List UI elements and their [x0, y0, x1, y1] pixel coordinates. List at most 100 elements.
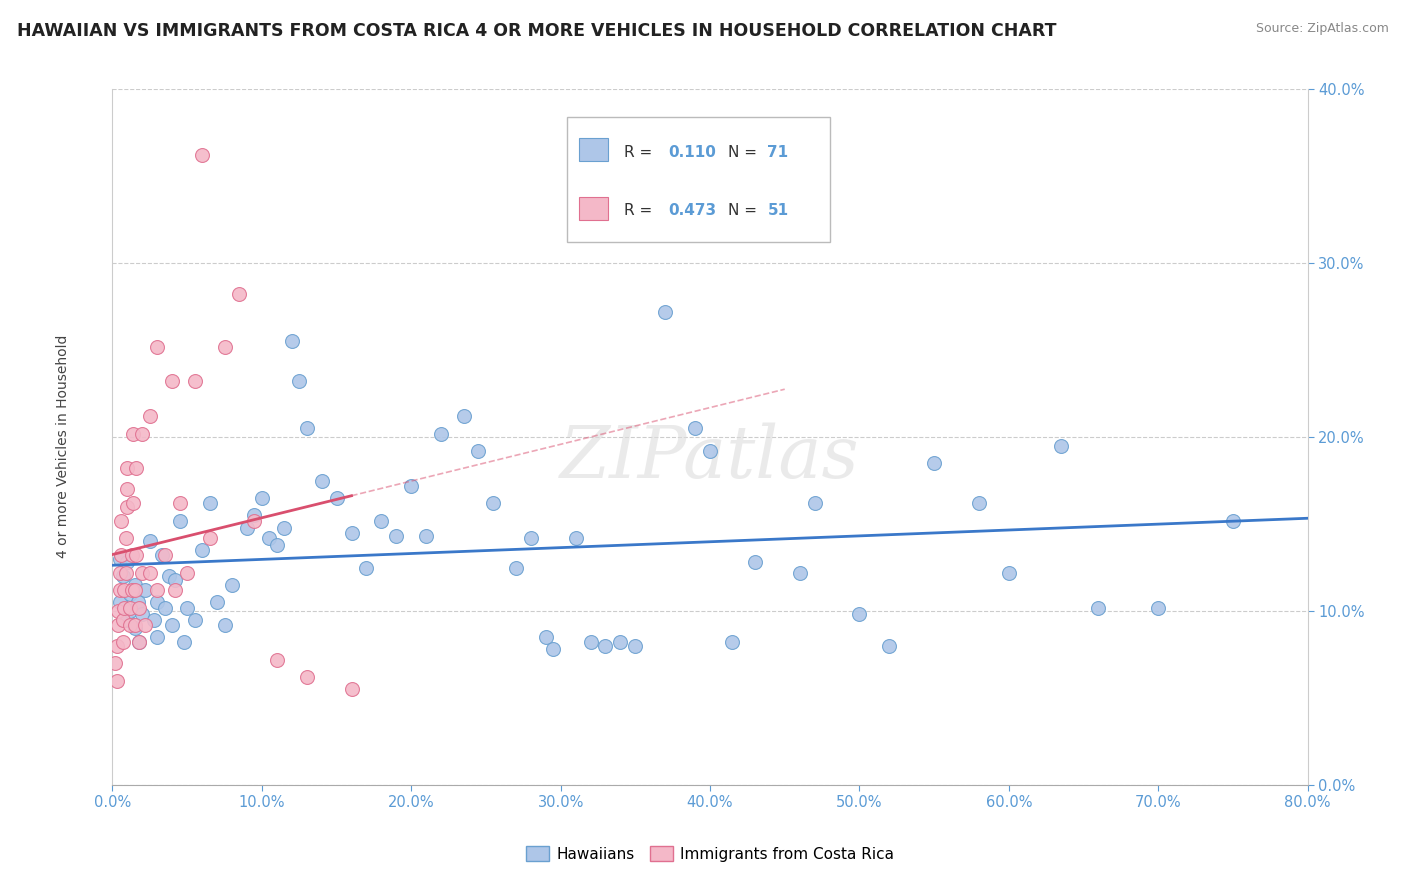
- Point: [139, 566, 162, 580]
- Point: [295, 670, 318, 684]
- Point: [198, 496, 221, 510]
- Point: [191, 148, 214, 162]
- Point: [848, 607, 870, 622]
- Point: [117, 482, 139, 496]
- Point: [107, 618, 129, 632]
- Point: [721, 635, 744, 649]
- Point: [1050, 439, 1073, 453]
- Point: [453, 409, 475, 424]
- Point: [114, 600, 135, 615]
- Text: 4 or more Vehicles in Household: 4 or more Vehicles in Household: [56, 334, 70, 558]
- Legend: Hawaiians, Immigrants from Costa Rica: Hawaiians, Immigrants from Costa Rica: [520, 839, 900, 868]
- Point: [295, 421, 318, 435]
- Point: [205, 595, 228, 609]
- Point: [214, 340, 236, 354]
- Point: [120, 600, 142, 615]
- Point: [370, 514, 392, 528]
- Point: [115, 531, 138, 545]
- FancyBboxPatch shape: [567, 117, 830, 243]
- Point: [288, 375, 311, 389]
- Point: [744, 555, 766, 569]
- Point: [108, 595, 131, 609]
- Text: 0.110: 0.110: [668, 145, 716, 160]
- Point: [162, 618, 183, 632]
- Point: [146, 340, 169, 354]
- Point: [564, 531, 586, 545]
- Text: 71: 71: [768, 145, 789, 160]
- Point: [236, 520, 259, 534]
- Point: [505, 560, 527, 574]
- Point: [111, 613, 134, 627]
- Point: [311, 474, 333, 488]
- Point: [117, 500, 139, 514]
- Point: [115, 566, 138, 580]
- Text: N =: N =: [728, 145, 762, 160]
- Point: [146, 595, 169, 609]
- Point: [108, 566, 131, 580]
- Point: [482, 496, 505, 510]
- Point: [146, 583, 169, 598]
- Point: [1147, 600, 1170, 615]
- Point: [967, 496, 990, 510]
- Point: [266, 653, 288, 667]
- Point: [183, 375, 205, 389]
- Text: ZIPatlas: ZIPatlas: [560, 423, 860, 493]
- Point: [356, 560, 378, 574]
- Point: [595, 639, 617, 653]
- Point: [609, 635, 631, 649]
- Point: [385, 529, 408, 543]
- Text: R =: R =: [624, 203, 657, 219]
- Point: [803, 496, 825, 510]
- Point: [128, 600, 150, 615]
- Point: [401, 479, 423, 493]
- Point: [124, 618, 146, 632]
- Point: [162, 375, 183, 389]
- Point: [520, 531, 543, 545]
- FancyBboxPatch shape: [579, 138, 609, 161]
- Point: [139, 409, 162, 424]
- Point: [125, 549, 148, 563]
- Point: [579, 635, 602, 649]
- Point: [127, 595, 149, 609]
- Point: [624, 639, 647, 653]
- Point: [541, 642, 564, 657]
- Point: [124, 578, 146, 592]
- Point: [183, 613, 205, 627]
- Point: [114, 583, 135, 598]
- Point: [879, 639, 901, 653]
- Text: 51: 51: [768, 203, 789, 219]
- Text: N =: N =: [728, 203, 762, 219]
- Point: [998, 566, 1021, 580]
- Point: [111, 635, 134, 649]
- Point: [467, 444, 489, 458]
- FancyBboxPatch shape: [579, 197, 609, 219]
- Point: [120, 604, 142, 618]
- Point: [131, 426, 153, 441]
- Point: [105, 673, 128, 688]
- Point: [117, 555, 139, 569]
- Point: [105, 639, 128, 653]
- Point: [1222, 514, 1244, 528]
- Point: [228, 287, 250, 301]
- Point: [104, 657, 127, 671]
- Text: Source: ZipAtlas.com: Source: ZipAtlas.com: [1256, 22, 1389, 36]
- Point: [176, 566, 198, 580]
- Point: [250, 491, 273, 505]
- Point: [534, 630, 557, 644]
- Point: [169, 514, 191, 528]
- Point: [176, 600, 198, 615]
- Point: [108, 583, 131, 598]
- Point: [266, 538, 288, 552]
- Point: [153, 549, 176, 563]
- Point: [134, 583, 156, 598]
- Point: [150, 549, 173, 563]
- Point: [1087, 600, 1109, 615]
- Point: [191, 543, 214, 558]
- Point: [128, 635, 150, 649]
- Point: [139, 534, 162, 549]
- Point: [173, 635, 195, 649]
- Point: [922, 456, 945, 470]
- Point: [121, 583, 143, 598]
- Point: [165, 583, 187, 598]
- Point: [134, 618, 156, 632]
